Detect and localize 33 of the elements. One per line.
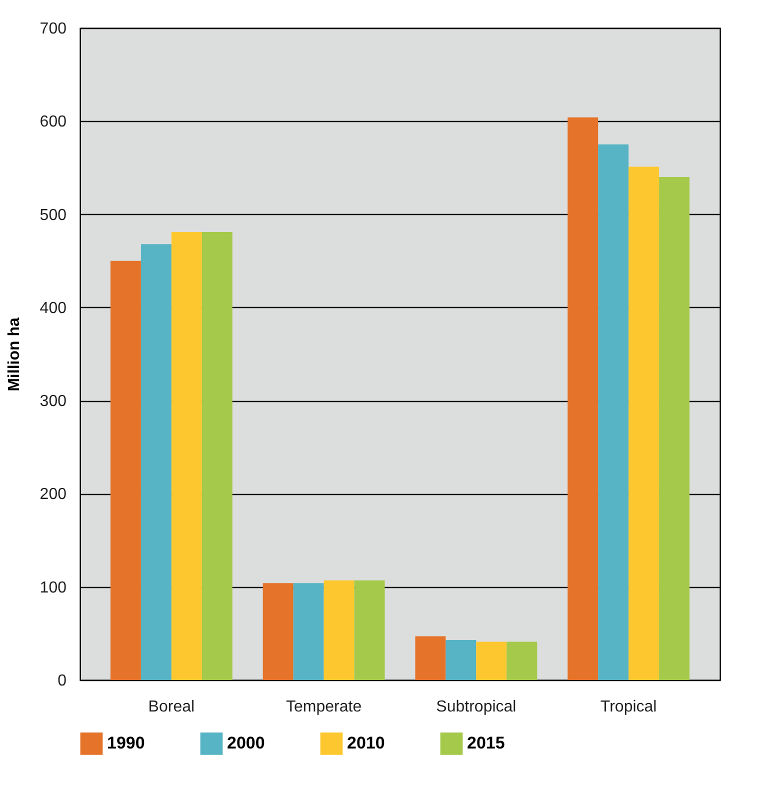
- bar: [568, 117, 598, 680]
- bar: [171, 232, 202, 680]
- y-tick-label: 300: [40, 393, 67, 410]
- bar: [628, 166, 660, 680]
- y-tick-label: 600: [40, 114, 67, 131]
- bar: [354, 580, 385, 680]
- y-tick-label: 0: [58, 672, 67, 690]
- y-tick-label: 400: [40, 300, 67, 317]
- bar: [293, 583, 324, 680]
- bar: [659, 177, 690, 680]
- bar: [476, 642, 507, 680]
- legend-label: 2000: [227, 734, 265, 753]
- bar: [262, 583, 294, 680]
- legend-label: 2015: [467, 734, 505, 753]
- bar: [140, 244, 172, 680]
- bar: [110, 260, 141, 680]
- bar: [446, 640, 476, 680]
- y-tick-label: 100: [40, 579, 67, 596]
- bar: [415, 636, 446, 680]
- x-tick-label: Subtropical: [436, 698, 516, 716]
- x-tick-label: Tropical: [600, 698, 657, 716]
- bar: [202, 232, 232, 680]
- x-tick-label: Boreal: [148, 698, 195, 716]
- bar: [324, 580, 354, 680]
- y-tick-label: 200: [40, 486, 67, 504]
- bar: [506, 642, 538, 680]
- legend-label: 1990: [107, 734, 145, 753]
- legend-label: 2010: [347, 734, 385, 753]
- y-tick-label: 700: [40, 20, 67, 38]
- y-tick-label: 500: [40, 206, 67, 224]
- x-tick-label: Temperate: [286, 698, 362, 716]
- bar: [598, 144, 629, 680]
- y-axis-title: Million ha: [6, 318, 23, 392]
